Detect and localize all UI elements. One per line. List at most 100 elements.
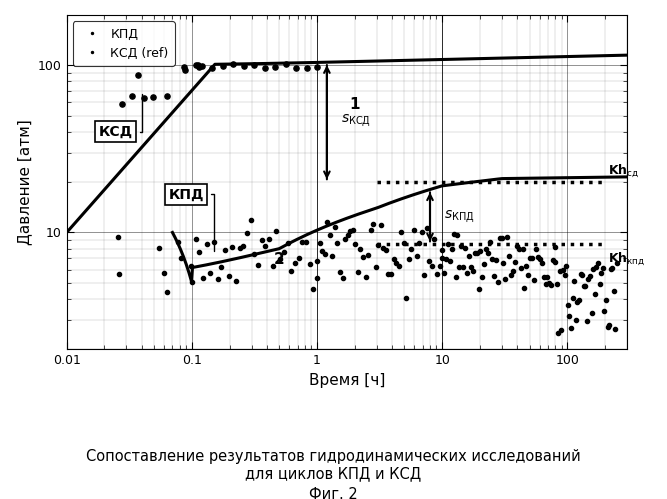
Point xyxy=(454,263,465,271)
Point xyxy=(456,242,467,250)
Point xyxy=(179,63,189,71)
Point xyxy=(586,309,597,317)
Point xyxy=(317,248,327,255)
Point xyxy=(353,268,364,276)
Point xyxy=(608,287,619,295)
Point xyxy=(241,229,252,237)
Point xyxy=(506,271,516,279)
Point xyxy=(391,259,402,267)
Point xyxy=(267,261,278,269)
Point xyxy=(562,301,573,309)
Point xyxy=(521,262,532,270)
Point xyxy=(523,271,534,279)
Point xyxy=(173,238,183,246)
Point xyxy=(366,226,376,234)
Point xyxy=(113,233,123,241)
Point xyxy=(427,262,438,270)
Point xyxy=(473,285,484,293)
Point xyxy=(360,273,371,281)
Point xyxy=(311,63,322,71)
Point xyxy=(269,63,280,71)
Point xyxy=(544,278,555,286)
Point xyxy=(216,263,227,271)
Point xyxy=(332,239,343,247)
Point xyxy=(534,255,545,263)
Point xyxy=(161,92,172,100)
Text: 2: 2 xyxy=(273,251,284,267)
Point xyxy=(590,290,600,298)
Point xyxy=(552,280,562,288)
Point xyxy=(249,250,259,257)
Point xyxy=(398,239,409,247)
Point xyxy=(475,247,486,255)
Point xyxy=(370,263,381,271)
Point xyxy=(304,260,315,268)
Point xyxy=(378,244,389,252)
Point xyxy=(591,262,602,270)
Point xyxy=(286,267,297,275)
Point xyxy=(301,64,312,72)
Point xyxy=(485,238,496,246)
Point xyxy=(329,223,340,231)
Point xyxy=(231,277,241,285)
Point xyxy=(542,273,553,281)
Text: $s_{\sf КСД}$: $s_{\sf КСД}$ xyxy=(341,113,371,130)
Point xyxy=(593,259,604,267)
Point xyxy=(479,259,490,267)
Point xyxy=(126,92,137,100)
Point xyxy=(260,242,271,250)
Point xyxy=(441,254,452,262)
Point xyxy=(154,244,165,252)
Point xyxy=(444,257,455,265)
Point xyxy=(279,248,289,256)
Point xyxy=(606,265,616,273)
Point xyxy=(147,93,158,101)
Point xyxy=(602,323,613,331)
Point xyxy=(529,276,540,284)
Point xyxy=(550,258,560,266)
Point xyxy=(271,228,282,236)
X-axis label: Время [ч]: Время [ч] xyxy=(309,373,385,388)
Point xyxy=(414,240,424,248)
Point xyxy=(113,270,124,278)
Point xyxy=(338,273,348,281)
Point xyxy=(564,312,575,320)
Point xyxy=(583,275,594,283)
Point xyxy=(381,246,392,254)
Point xyxy=(180,65,191,73)
Text: $s_{\sf КПД}$: $s_{\sf КПД}$ xyxy=(444,209,475,226)
Point xyxy=(492,278,503,286)
Point xyxy=(536,259,547,267)
Point xyxy=(462,269,472,277)
Point xyxy=(219,247,230,254)
Point xyxy=(460,245,470,252)
Point xyxy=(234,244,245,251)
Point xyxy=(205,269,215,277)
Point xyxy=(311,274,322,282)
Point xyxy=(401,294,412,302)
Point xyxy=(582,317,592,325)
Point xyxy=(490,255,501,263)
Text: КПД: КПД xyxy=(169,187,214,250)
Point xyxy=(538,273,549,281)
Point xyxy=(481,245,492,253)
Point xyxy=(594,280,605,288)
Point xyxy=(553,329,564,337)
Point xyxy=(194,248,205,255)
Point xyxy=(527,254,538,262)
Point xyxy=(311,256,322,264)
Point xyxy=(585,272,596,280)
Point xyxy=(301,238,311,246)
Point xyxy=(207,64,217,72)
Point xyxy=(185,262,196,270)
Point xyxy=(598,264,608,272)
Text: Фиг. 2: Фиг. 2 xyxy=(309,487,358,499)
Point xyxy=(434,262,445,270)
Point xyxy=(558,266,568,274)
Point xyxy=(340,235,350,243)
Point xyxy=(588,265,598,273)
Point xyxy=(560,271,570,279)
Point xyxy=(191,60,201,68)
Point xyxy=(600,295,611,303)
Point xyxy=(570,316,581,324)
